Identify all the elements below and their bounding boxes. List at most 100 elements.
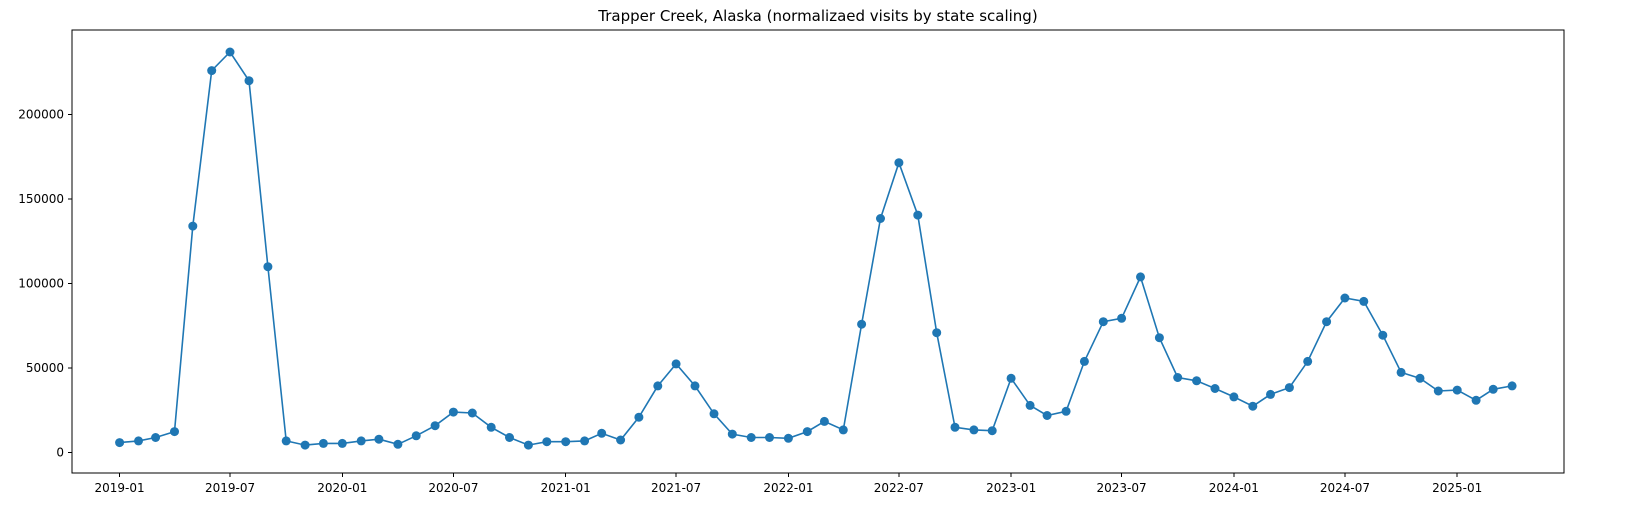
data-point [1284, 383, 1294, 393]
x-tick-label: 2025-01 [1432, 481, 1482, 495]
data-point [894, 158, 904, 168]
series-line [119, 50, 1513, 446]
data-point [1340, 293, 1350, 303]
x-tick-label: 2020-07 [428, 481, 478, 495]
y-tick-label: 100000 [18, 277, 64, 291]
data-point [1359, 296, 1369, 306]
x-tick-label: 2022-07 [874, 481, 924, 495]
data-point [1098, 317, 1108, 327]
x-tick-label: 2024-07 [1320, 481, 1370, 495]
data-point [561, 437, 571, 447]
data-point [950, 422, 960, 432]
data-point [765, 433, 774, 442]
data-point [597, 428, 607, 438]
data-point [1006, 373, 1016, 383]
data-point [838, 425, 848, 435]
data-point [170, 427, 179, 437]
data-point [505, 433, 514, 442]
x-tick-label: 2021-01 [541, 481, 591, 495]
data-point [1396, 367, 1406, 377]
data-point [263, 262, 273, 272]
data-point [1433, 386, 1443, 396]
data-point [987, 426, 997, 436]
data-point [690, 381, 700, 391]
x-tick-label: 2024-01 [1209, 481, 1259, 495]
data-point [393, 439, 403, 449]
data-point [932, 328, 942, 338]
data-point [653, 381, 663, 391]
data-point [411, 431, 421, 441]
data-point [1136, 272, 1145, 282]
data-point [1173, 373, 1183, 382]
x-tick-label: 2021-07 [651, 481, 701, 495]
data-point [616, 435, 626, 445]
y-tick-label: 150000 [18, 192, 64, 206]
chart-title: Trapper Creek, Alaska (normalizaed visit… [597, 7, 1037, 25]
data-point [448, 407, 458, 417]
data-point [1378, 330, 1388, 340]
data-point [281, 436, 291, 446]
data-point [430, 421, 440, 431]
data-point [356, 436, 366, 446]
data-point [802, 427, 812, 437]
data-point [783, 433, 793, 443]
data-point [580, 436, 590, 446]
data-point [115, 438, 125, 448]
data-point [819, 416, 829, 426]
x-tick-label: 2022-01 [763, 481, 813, 495]
data-point [913, 210, 923, 220]
x-tick-label: 2023-07 [1097, 481, 1147, 495]
data-point [1061, 406, 1071, 416]
data-point [207, 66, 217, 76]
plot-frame [71, 29, 1565, 474]
data-point [542, 437, 552, 447]
data-point [969, 425, 979, 435]
data-point [1415, 373, 1425, 383]
data-point [1488, 384, 1498, 394]
y-axis-ticks: 0 50000 100000 150000 200000 [18, 108, 72, 460]
data-point [523, 440, 533, 450]
data-point [337, 438, 347, 448]
data-point [1229, 392, 1239, 402]
x-tick-label: 2023-01 [986, 481, 1036, 495]
data-point [1210, 384, 1220, 393]
data-point [709, 409, 719, 419]
data-point [1117, 313, 1127, 323]
data-point [151, 433, 161, 442]
data-point [1192, 376, 1202, 386]
data-point [1025, 400, 1035, 410]
data-point [746, 433, 756, 442]
data-point [1266, 389, 1275, 399]
y-tick-label: 200000 [18, 108, 64, 122]
data-point [857, 319, 867, 329]
data-point [134, 436, 143, 446]
data-point [876, 214, 885, 223]
data-point [1507, 381, 1517, 391]
data-point [374, 434, 384, 444]
data-point [1079, 356, 1089, 366]
x-tick-label: 2019-01 [95, 481, 145, 495]
data-point [1303, 356, 1313, 366]
x-tick-label: 2019-07 [205, 481, 255, 495]
data-point [244, 76, 254, 86]
y-tick-label: 50000 [26, 361, 64, 375]
data-point [671, 359, 681, 369]
data-point [300, 440, 310, 450]
y-tick-label: 0 [56, 446, 64, 460]
data-point [1042, 411, 1052, 420]
data-point [1452, 385, 1462, 395]
data-point [318, 438, 328, 448]
series-layer [115, 47, 1517, 450]
x-axis-ticks: 2019-01 2019-07 2020-01 2020-07 2021-01 2021-… [95, 473, 1482, 495]
data-point [1154, 333, 1164, 343]
data-point [467, 408, 477, 418]
data-point [1471, 395, 1481, 405]
data-point [225, 47, 235, 57]
data-point [1322, 317, 1332, 327]
x-tick-label: 2020-01 [317, 481, 367, 495]
data-point [727, 429, 737, 439]
data-point [634, 412, 644, 422]
data-point [1248, 401, 1258, 411]
data-point [486, 422, 496, 432]
